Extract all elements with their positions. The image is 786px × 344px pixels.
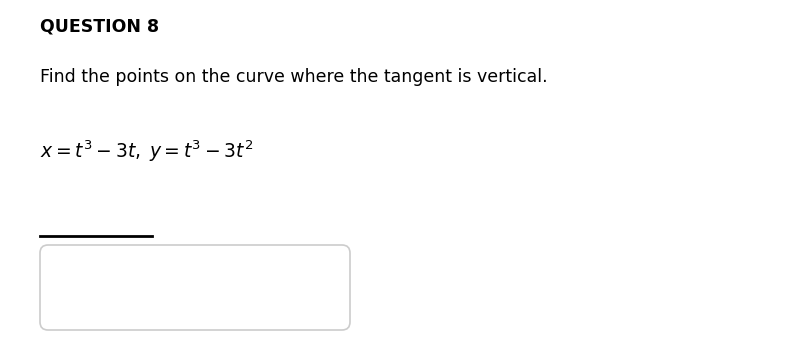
Text: Find the points on the curve where the tangent is vertical.: Find the points on the curve where the t… [40,68,548,86]
FancyBboxPatch shape [40,245,350,330]
Text: $x = t^3 - 3t, \; y = t^3 - 3t^2$: $x = t^3 - 3t, \; y = t^3 - 3t^2$ [40,138,254,163]
Text: QUESTION 8: QUESTION 8 [40,18,159,36]
